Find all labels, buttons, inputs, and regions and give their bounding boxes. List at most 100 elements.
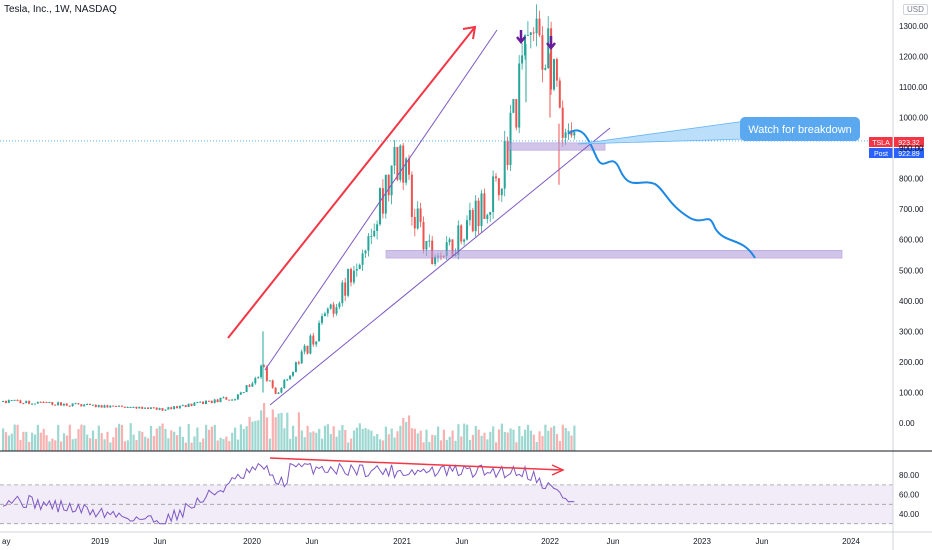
volume-bar: [442, 429, 445, 451]
candle-body: [384, 174, 387, 214]
volume-bar: [547, 430, 550, 451]
candle-body: [509, 112, 512, 166]
candle-body: [497, 178, 500, 196]
trend-arrow: [227, 26, 476, 339]
time-tick-label: 2023: [693, 537, 711, 546]
volume-bar: [364, 428, 367, 451]
volume-bar: [257, 420, 260, 451]
candle-body: [323, 313, 326, 317]
candle-body: [350, 268, 352, 283]
candle-body: [216, 399, 219, 403]
candle-body: [410, 174, 413, 217]
volume-bar: [294, 436, 298, 451]
volume-bar: [268, 438, 271, 451]
candle-body: [147, 407, 149, 409]
volume-bar: [361, 428, 364, 451]
volume-bar: [193, 436, 196, 451]
candle-body: [120, 405, 123, 407]
volume-bar: [31, 432, 34, 451]
candle-body: [187, 403, 190, 407]
candle-body: [390, 165, 393, 196]
volume-bar: [335, 436, 338, 451]
volume-bar: [555, 434, 559, 451]
volume-bar: [210, 426, 213, 451]
volume-bar: [384, 426, 387, 451]
candle-body: [315, 341, 318, 345]
volume-bar: [506, 432, 509, 451]
volume-bar: [468, 440, 472, 451]
volume-bar: [28, 441, 31, 451]
volume-bar: [19, 439, 22, 451]
candle-body: [213, 399, 216, 403]
volume-bar: [306, 425, 309, 451]
badge-label: TSLA: [872, 140, 890, 147]
volume-bar: [33, 434, 37, 451]
volume-bar: [512, 429, 515, 451]
volume-bar: [489, 431, 492, 451]
volume-bar: [225, 436, 228, 451]
volume-bar: [45, 435, 48, 451]
candle-body: [231, 399, 234, 401]
volume-bar: [245, 426, 248, 451]
candle-body: [181, 405, 184, 407]
candle-body: [170, 407, 173, 410]
currency-label[interactable]: USD: [903, 4, 928, 15]
volume-bar: [422, 442, 425, 451]
candle-body: [100, 405, 103, 408]
volume-bar: [379, 439, 382, 451]
candle-body: [448, 239, 451, 243]
divergence-arrow: [269, 457, 563, 471]
candle-body: [123, 406, 126, 408]
time-tick-label: 2020: [243, 537, 261, 546]
volume-bar: [126, 440, 129, 451]
volume-bar: [396, 431, 399, 451]
candle-body: [132, 406, 135, 408]
candle-body: [199, 401, 202, 403]
volume-bar: [381, 440, 385, 451]
candle-body: [408, 158, 410, 175]
candle-body: [135, 406, 138, 409]
candle-body: [225, 397, 228, 400]
candle-body: [489, 211, 492, 215]
time-tick-label: Jun: [306, 537, 319, 546]
candle-body: [118, 405, 120, 407]
volume-bar: [68, 424, 71, 451]
candle-body: [263, 365, 265, 367]
volume-bar: [103, 439, 106, 451]
volume-bar: [454, 440, 457, 451]
candle-body: [358, 264, 361, 270]
volume-bar: [106, 431, 109, 451]
volume-bar: [132, 434, 135, 451]
candle-body: [529, 32, 532, 35]
time-tick-label: 2022: [541, 537, 559, 546]
volume-bar: [408, 415, 411, 451]
volume-bar: [112, 437, 115, 451]
candle-body: [19, 400, 22, 404]
rsi-panel: [0, 457, 893, 525]
price-tick-label: 500.00: [899, 266, 924, 275]
candle-body: [405, 158, 408, 183]
candlestick-series: [2, 4, 576, 412]
candle-body: [364, 250, 367, 254]
candle-body: [312, 335, 315, 345]
volume-bar: [373, 436, 376, 451]
volume-bar: [323, 425, 327, 451]
volume-bar: [71, 439, 74, 451]
candle-body: [512, 99, 515, 113]
candle-body: [495, 176, 497, 179]
volume-bar: [286, 412, 289, 451]
candle-body: [329, 304, 332, 309]
candle-body: [16, 399, 19, 401]
price-tick-label: 700.00: [899, 205, 924, 214]
volume-bar: [213, 424, 216, 451]
volume-bar: [500, 423, 503, 451]
volume-bar: [376, 434, 379, 451]
candle-body: [379, 188, 381, 225]
time-tick-label: Jun: [456, 537, 469, 546]
volume-bar: [242, 429, 245, 451]
volume-bar: [480, 435, 483, 451]
candle-body: [91, 404, 94, 406]
candle-body: [80, 404, 83, 407]
candle-body: [205, 400, 207, 405]
time-tick-label: 2021: [393, 537, 411, 546]
